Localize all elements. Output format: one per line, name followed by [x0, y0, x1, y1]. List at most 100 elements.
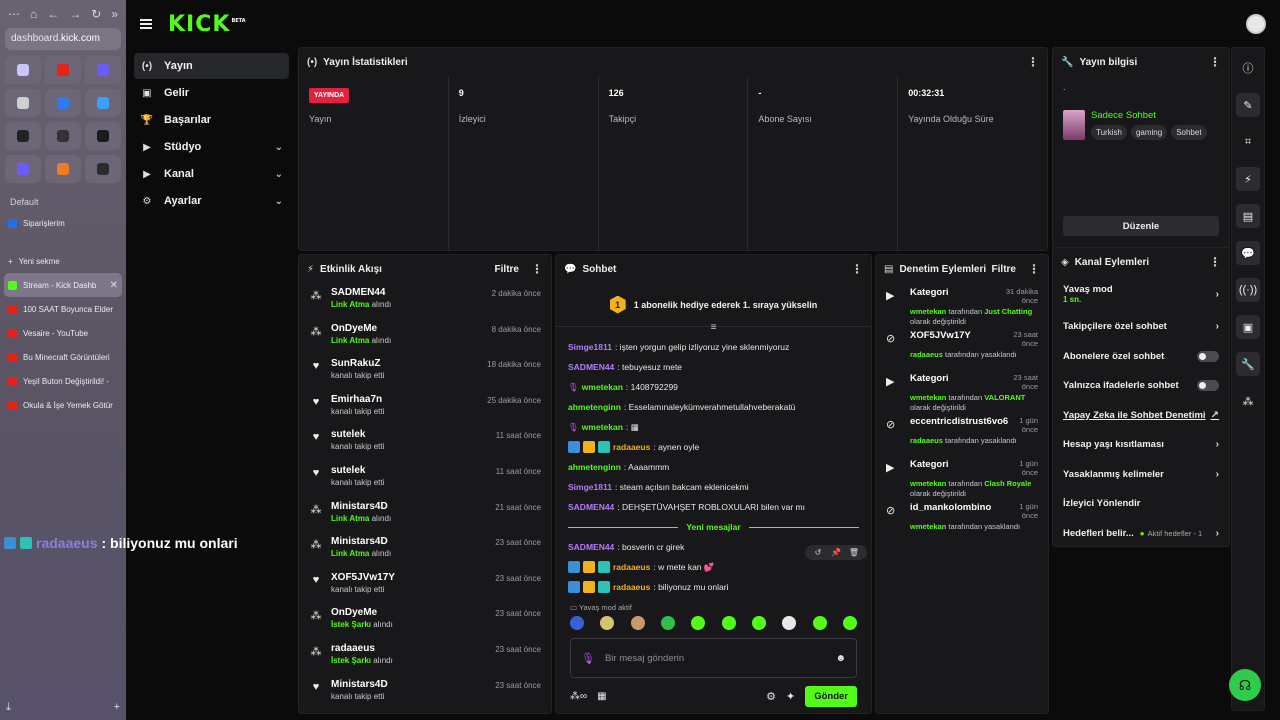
gear-icon[interactable]: ⚙ [766, 691, 776, 703]
info-icon[interactable]: ⓘ [1242, 63, 1254, 75]
chat-message[interactable]: radaaeus: aynen oyle [568, 437, 859, 457]
edit-button[interactable]: Düzenle [1063, 216, 1219, 236]
add-icon[interactable]: + [113, 701, 120, 713]
nav-item-0[interactable]: (•) Yayın [134, 53, 289, 79]
back-icon[interactable]: ← [47, 7, 60, 21]
tag-chip[interactable]: Turkish [1091, 125, 1127, 140]
account-age-setting[interactable]: Hesap yaşı kısıtlaması › [1053, 430, 1229, 460]
broadcast-icon[interactable]: ((·)) [1236, 278, 1260, 302]
ai-moderation-link[interactable]: Yapay Zeka ile Sohbet Denetimi ↗ [1053, 401, 1229, 431]
undo-icon[interactable]: ↺ [814, 548, 822, 557]
mod-action-item[interactable]: ⊘ id_mankolombino 1 gün önce wmetekan taraf… [876, 498, 1048, 541]
tag-chip[interactable]: Sohbet [1171, 125, 1207, 140]
chat-message[interactable]: Simge1811: işten yorgun gelip izliyoruz … [568, 337, 859, 357]
emote-icon[interactable] [660, 616, 675, 630]
mod-action-item[interactable]: ▶ Kategori 23 saat önce wmetekan tarafından… [876, 369, 1048, 412]
kick-logo[interactable]: KICKBETA [168, 12, 246, 37]
home-icon[interactable]: ⌂ [30, 7, 38, 21]
emote-icon[interactable] [721, 616, 736, 630]
emote-icon[interactable] [570, 616, 584, 630]
emote-icon[interactable] [630, 616, 645, 630]
nav-item-2[interactable]: 🏆 Başarılar [134, 107, 289, 133]
emote-icon[interactable] [600, 616, 615, 630]
favorite-tile[interactable] [45, 89, 81, 117]
mod-action-item[interactable]: ▶ Kategori 31 dakika önce wmetekan tarafınd… [876, 283, 1048, 326]
chat-message[interactable]: ahmetenginn: Aaaammm [568, 457, 859, 477]
trash-icon[interactable]: 🗑 [848, 548, 860, 557]
mod-action-item[interactable]: ⊘ XOF5JVw17Y 23 saat önce radaaeus tarafınd… [876, 326, 1048, 369]
chat-username[interactable]: Simge1811 [568, 482, 612, 492]
emoji-icon[interactable]: ☻ [835, 652, 846, 664]
activity-item[interactable]: ♥ XOF5JVw17Y kanalı takip etti 23 saat önce [299, 568, 551, 604]
more-options-icon[interactable]: ⋮ [1027, 55, 1039, 69]
chat-username[interactable]: radaaeus [613, 442, 651, 452]
filter-lines-icon[interactable]: ≡ [710, 322, 717, 333]
chat-username[interactable]: radaaeus [613, 562, 651, 572]
activity-item[interactable]: ♥ sutelek kanalı takip etti 11 saat önce [299, 461, 551, 497]
store-icon[interactable]: ▦ [597, 691, 607, 702]
mod-icon[interactable]: ✦ [786, 691, 796, 703]
chat-username[interactable]: ahmetenginn [568, 462, 621, 472]
wrench-icon[interactable]: 🔧 [1236, 352, 1260, 376]
chat-message[interactable]: radaaeus: biliyonuz mu onlari [568, 577, 859, 597]
emote-icon[interactable] [691, 616, 706, 630]
goals-setting[interactable]: Hedefleri belir... ● Aktif hedefler - 1 › [1053, 519, 1229, 547]
emote-icon[interactable] [782, 616, 797, 630]
gift-icon[interactable]: ⁂ [1242, 395, 1254, 408]
activity-item[interactable]: ⁂ Ministars4D Link Atma alındı 23 saat önce [299, 532, 551, 568]
expand-icon[interactable]: » [111, 7, 118, 21]
chat-username[interactable]: wmetekan [581, 422, 623, 432]
activity-item[interactable]: ⁂ SADMEN44 Link Atma alındı 2 dakika önce [299, 283, 551, 319]
chat-username[interactable]: SADMEN44 [568, 502, 615, 512]
favorite-tile[interactable] [5, 122, 41, 150]
filter-button[interactable]: Filtre [494, 263, 519, 275]
favorite-tile[interactable] [85, 155, 121, 183]
chat-username[interactable]: SADMEN44 [568, 362, 615, 372]
pinned-tab[interactable]: Siparişlerim [0, 211, 126, 235]
avatar[interactable] [1246, 14, 1266, 34]
browser-tab[interactable]: Stream - Kick Dashb ✕ [4, 273, 122, 297]
more-options-icon[interactable]: ⋮ [1209, 55, 1221, 69]
raid-button[interactable]: İzleyici Yönlendir [1053, 489, 1229, 519]
hamburger-menu-icon[interactable] [140, 19, 152, 29]
document-icon[interactable]: ▤ [1236, 204, 1260, 228]
microphone-icon[interactable]: 🎙 [581, 652, 595, 665]
favorite-tile[interactable] [5, 155, 41, 183]
chat-icon[interactable]: 💬 [1236, 241, 1260, 265]
nav-item-1[interactable]: ▣ Gelir [134, 80, 289, 106]
chat-message[interactable]: 🎙 wmetekan: ▦ [568, 417, 859, 437]
more-options-icon[interactable]: ⋮ [1028, 262, 1040, 276]
banned-words-setting[interactable]: Yasaklanmış kelimeler › [1053, 460, 1229, 490]
close-icon[interactable]: ✕ [109, 279, 118, 291]
emote-icon[interactable] [842, 616, 857, 630]
activity-item[interactable]: ⁂ OnDyeMe Link Atma alındı 8 dakika önce [299, 319, 551, 355]
favorite-tile[interactable] [85, 122, 121, 150]
chat-username[interactable]: wmetekan [581, 382, 623, 392]
favorite-tile[interactable] [5, 89, 41, 117]
tag-chip[interactable]: gaming [1130, 125, 1168, 140]
mod-action-item[interactable]: ▶ Kategori 1 gün önce wmetekan tarafından C… [876, 455, 1048, 498]
favorite-tile[interactable] [45, 155, 81, 183]
browser-tab[interactable]: Okula & İşe Yemek Götür [0, 393, 126, 417]
pin-icon[interactable]: 📌 [831, 548, 841, 557]
chat-username[interactable]: Simge1811 [568, 342, 612, 352]
nav-item-4[interactable]: ▶ Kanal ⌄ [134, 161, 289, 187]
activity-item[interactable]: ⁂ radaaeus İstek Şarkı alındı 23 saat önce [299, 639, 551, 675]
pinned-message[interactable]: 1 1 abonelik hediye ederek 1. sıraya yük… [556, 283, 871, 327]
nav-item-5[interactable]: ⚙ Ayarlar ⌄ [134, 188, 289, 214]
favorite-tile[interactable] [85, 89, 121, 117]
activity-item[interactable]: ♥ sutelek kanalı takip etti 11 saat önce [299, 425, 551, 461]
menu-dots-icon[interactable]: ⋯ [8, 7, 20, 21]
chat-username[interactable]: radaaeus [613, 582, 651, 592]
address-bar[interactable]: dashboard.kick.com [5, 28, 121, 50]
chat-message[interactable]: SADMEN44: bosverin cr girek [568, 537, 859, 557]
slow-mode-setting[interactable]: Yavaş mod 1 sn. › [1053, 276, 1229, 312]
browser-tab[interactable]: 100 SAAT Boyunca Elder [0, 297, 126, 321]
chat-message[interactable]: 🎙 wmetekan: 1408792299 [568, 377, 859, 397]
browser-tab[interactable]: Yeşil Buton Değiştirildi! - [0, 369, 126, 393]
download-icon[interactable]: ⤓ [6, 701, 11, 713]
nav-item-3[interactable]: ▶ Stüdyo ⌄ [134, 134, 289, 160]
favorite-tile[interactable] [45, 122, 81, 150]
favorite-tile[interactable] [5, 56, 41, 84]
mod-action-item[interactable]: ⊘ eccentricdistrust6vo6 1 gün önce radaaeus… [876, 412, 1048, 455]
